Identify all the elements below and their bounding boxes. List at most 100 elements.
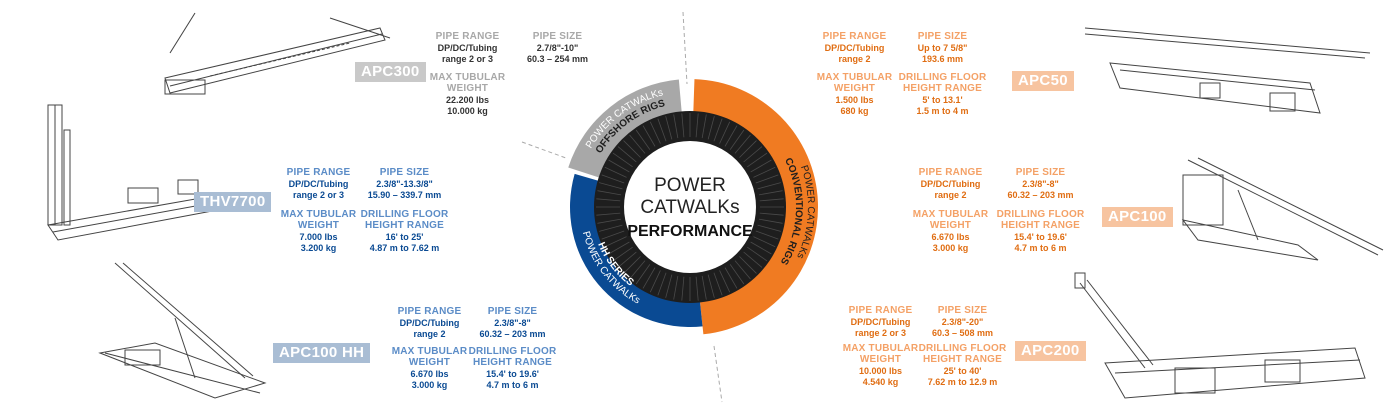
pipe-range-label: PIPE RANGE — [822, 31, 887, 42]
ring-tick — [635, 264, 651, 285]
ring-tick — [642, 267, 656, 289]
segment-conventional — [693, 79, 818, 335]
max-weight-value: 22.200 lbs 10.000 kg — [445, 95, 490, 116]
height-range-value: 25' to 40' 7.62 m to 12.9 m — [927, 366, 998, 387]
pipe-size-label: PIPE SIZE — [1015, 167, 1066, 178]
pipe-size-value: 2.3/8"-8" 60.32 – 203 mm — [1007, 179, 1074, 200]
apc50-height-range: DRILLING FLOOR HEIGHT RANGE 5' to 13.1' 1.… — [895, 72, 990, 117]
ring-tick — [713, 272, 723, 296]
height-range-value: 5' to 13.1' 1.5 m to 4 m — [916, 95, 969, 116]
ring-tick — [629, 134, 646, 154]
ring-tick — [601, 174, 625, 184]
max-tubular-label: MAX TUBULAR WEIGHT — [280, 209, 357, 231]
pipe-range-label: PIPE RANGE — [286, 167, 351, 178]
ring-tick — [673, 114, 679, 139]
ring-tick — [642, 125, 656, 147]
thv7700-pipe-size: PIPE SIZE 2.3/8"-13.3/8" 15.90 – 339.7 mm — [362, 167, 447, 201]
pipe-size-label: PIPE SIZE — [532, 31, 583, 42]
max-weight-value: 7.000 lbs 3.200 kg — [299, 232, 338, 253]
ring-tick — [750, 159, 772, 173]
product-badge-apc50: APC50 — [1012, 71, 1074, 91]
ring-tick — [604, 236, 627, 248]
ring-tick — [724, 125, 738, 147]
ring-tick — [612, 246, 633, 262]
ring-tick — [757, 182, 781, 190]
thv7700-max-weight: MAX TUBULAR WEIGHT 7.000 lbs 3.200 kg — [276, 209, 361, 254]
ring-tick — [601, 230, 625, 240]
ring-tick — [596, 212, 621, 216]
pipe-range-label: PIPE RANGE — [918, 167, 983, 178]
ring-tick — [629, 260, 646, 280]
center-disc — [624, 141, 756, 273]
ring-tick — [750, 241, 772, 255]
max-tubular-label: MAX TUBULAR WEIGHT — [816, 72, 893, 94]
ring-tick — [757, 224, 781, 232]
ring-tick — [599, 224, 623, 232]
ring-tick — [597, 190, 622, 196]
thv7700-pipe-range: PIPE RANGE DP/DC/Tubing range 2 or 3 — [276, 167, 361, 201]
ring-ticks — [596, 113, 784, 301]
apc100hh-pipe-range: PIPE RANGE DP/DC/Tubing range 2 — [387, 306, 472, 340]
ring-tick — [608, 159, 630, 173]
ring-tick — [734, 134, 751, 154]
pipe-size-label: PIPE SIZE — [487, 306, 538, 317]
max-tubular-label: MAX TUBULAR WEIGHT — [842, 343, 919, 365]
ring-tick — [729, 264, 745, 285]
segment-hh — [569, 173, 703, 327]
apc300-machine-image — [164, 12, 391, 95]
ring-tick — [665, 116, 673, 140]
apc200-machine-image — [1074, 272, 1366, 399]
pipe-size-value: 2.3/8"-13.3/8" 15.90 – 339.7 mm — [367, 179, 442, 200]
product-badge-apc200: APC200 — [1015, 341, 1086, 361]
ring-tick — [599, 182, 623, 190]
apc200-height-range: DRILLING FLOOR HEIGHT RANGE 25' to 40' 7.6… — [915, 343, 1010, 388]
pipe-range-label: PIPE RANGE — [397, 306, 462, 317]
product-badge-thv7700: THV7700 — [194, 192, 272, 212]
ring-tick — [755, 230, 779, 240]
ring-tick — [617, 146, 637, 163]
ring-tick — [695, 276, 699, 301]
apc200-max-weight: MAX TUBULAR WEIGHT 10.000 lbs 4.540 kg — [838, 343, 923, 388]
ring-tick — [623, 256, 641, 274]
ring-tick — [608, 241, 630, 255]
ring-tick — [743, 251, 763, 268]
pipe-size-value: 2.3/8"-8" 60.32 – 203 mm — [479, 318, 546, 339]
apc100-pipe-size: PIPE SIZE 2.3/8"-8" 60.32 – 203 mm — [998, 167, 1083, 201]
ring-tick — [681, 113, 685, 138]
ring-tick — [759, 198, 784, 202]
ring-tick — [596, 198, 621, 202]
apc100-machine-image — [1181, 157, 1384, 261]
ring-tick — [635, 129, 651, 150]
ring-tick — [755, 174, 779, 184]
max-weight-value: 6.670 lbs 3.000 kg — [410, 369, 449, 390]
product-badge-apc300: APC300 — [355, 62, 426, 82]
ring-tick — [649, 121, 661, 144]
apc50-pipe-range: PIPE RANGE DP/DC/Tubing range 2 — [812, 31, 897, 65]
ring-tick — [657, 272, 667, 296]
height-range-value: 16' to 25' 4.87 m to 7.62 m — [369, 232, 440, 253]
max-weight-value: 6.670 lbs 3.000 kg — [931, 232, 970, 253]
center-title-line3: PERFORMANCE — [627, 223, 753, 240]
pipe-range-value: DP/DC/Tubing range 2 — [824, 43, 885, 64]
ring-tick — [734, 260, 751, 280]
ring-tick — [753, 236, 776, 248]
ring-tick — [743, 146, 763, 163]
ring-tick — [758, 190, 783, 196]
ring-tick — [729, 129, 745, 150]
pipe-range-value: DP/DC/Tubing range 2 or 3 — [437, 43, 498, 64]
product-badge-apc100hh: APC100 HH — [273, 343, 371, 363]
apc50-max-weight: MAX TUBULAR WEIGHT 1.500 lbs 680 kg — [812, 72, 897, 117]
ring-tick — [739, 140, 757, 158]
pipe-size-value: 2.3/8"-20" 60.3 – 508 mm — [931, 317, 994, 338]
ring-tick — [719, 121, 731, 144]
ring-tick — [707, 274, 715, 298]
ring-tick — [747, 246, 768, 262]
pipe-range-label: PIPE RANGE — [848, 305, 913, 316]
ring-tick — [657, 118, 667, 142]
apc100-height-range: DRILLING FLOOR HEIGHT RANGE 15.4' to 19.6… — [993, 209, 1088, 254]
max-weight-value: 1.500 lbs 680 kg — [835, 95, 874, 116]
apc200-pipe-range: PIPE RANGE DP/DC/Tubing range 2 or 3 — [838, 305, 923, 339]
divider-line-left — [521, 141, 567, 159]
apc100-pipe-range: PIPE RANGE DP/DC/Tubing range 2 — [908, 167, 993, 201]
